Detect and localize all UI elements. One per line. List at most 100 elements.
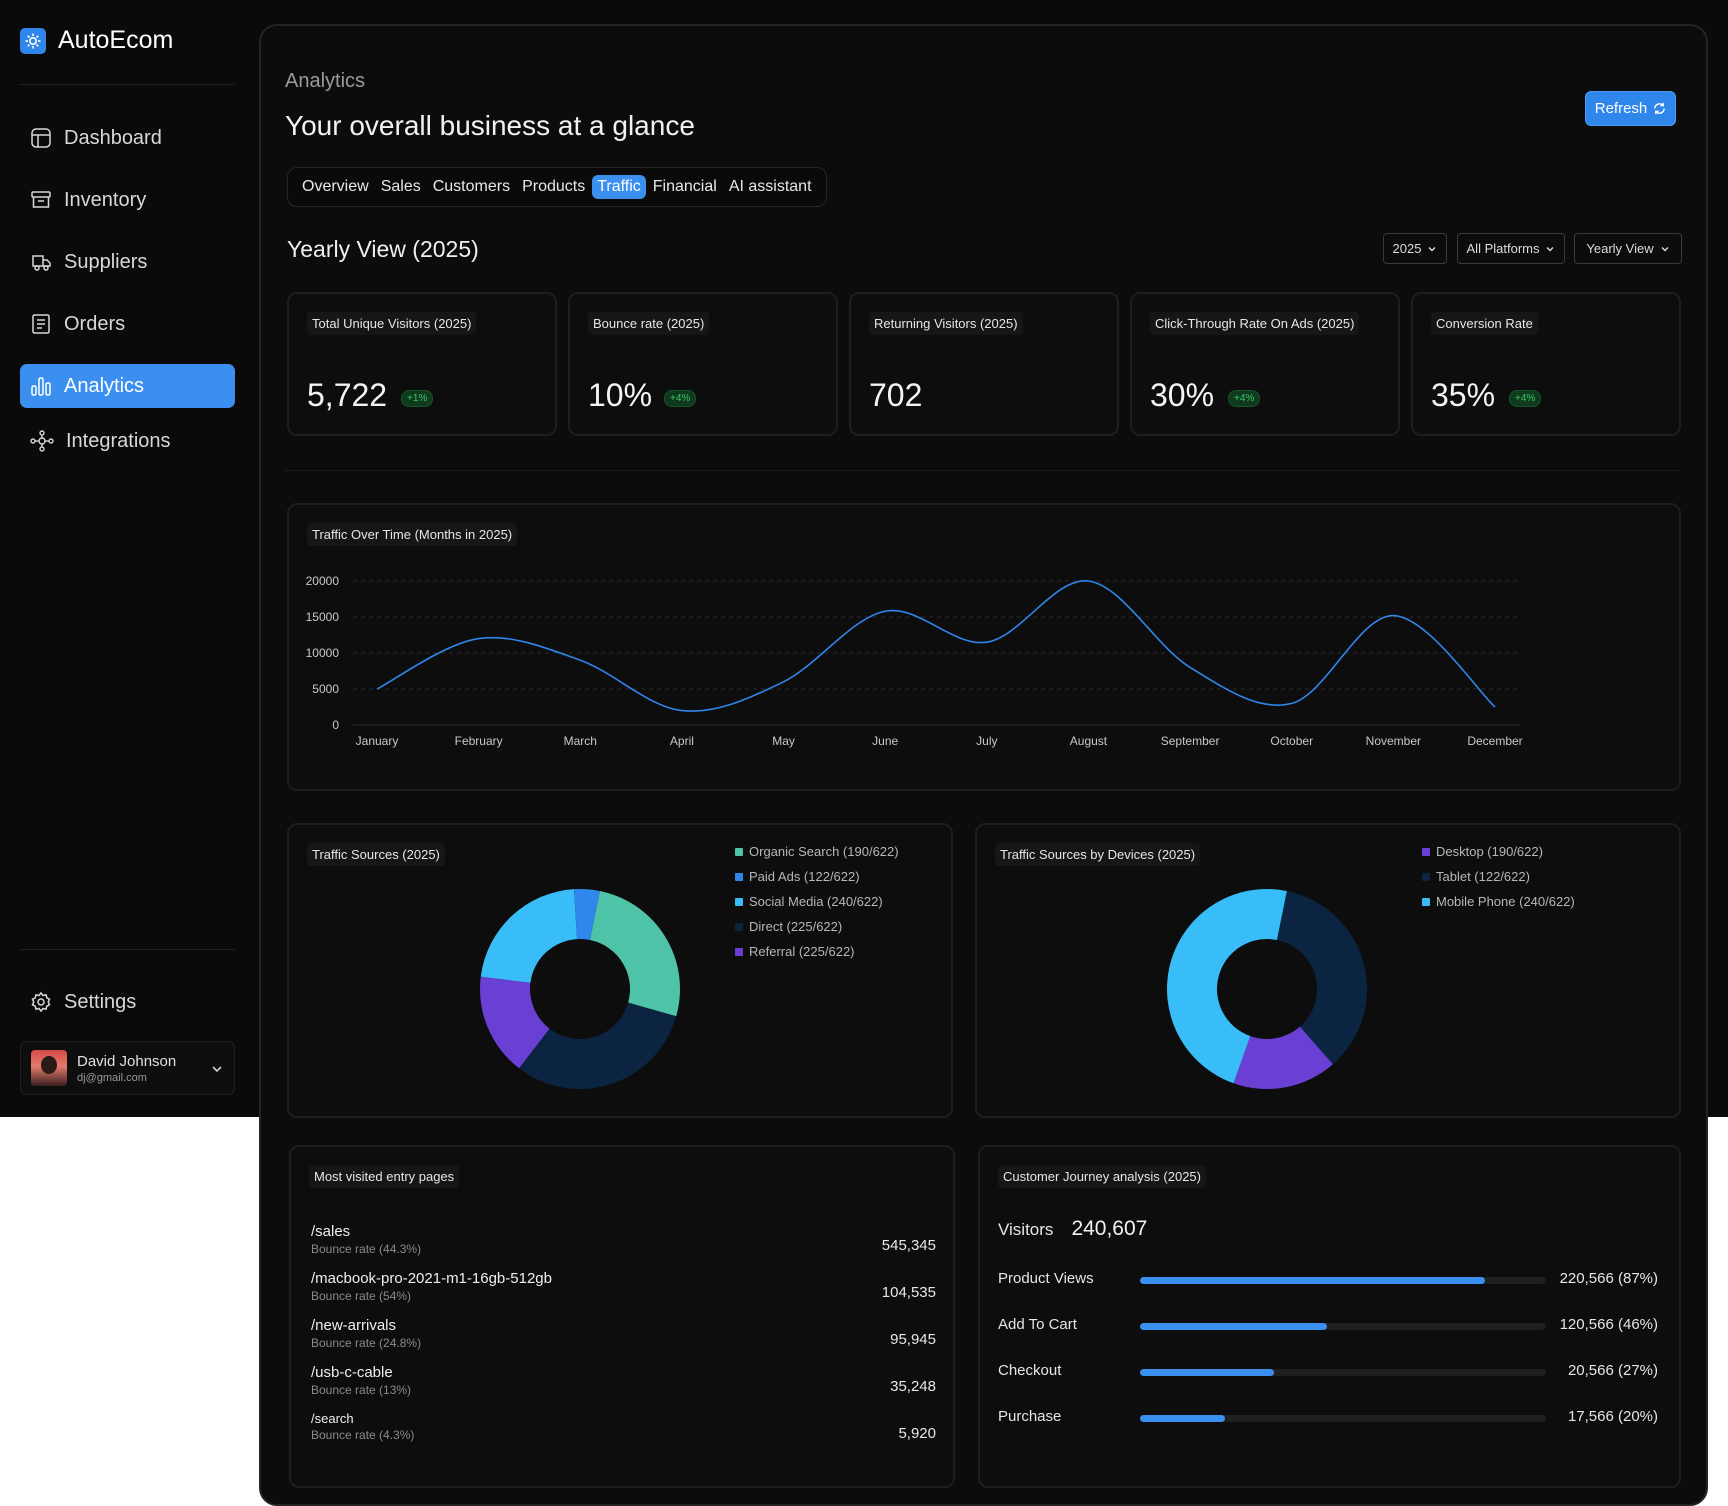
sidebar-item-label: Analytics bbox=[64, 374, 145, 397]
list-item[interactable]: /new-arrivals Bounce rate (24.8%) 95,945 bbox=[311, 1317, 936, 1350]
bar-chart-icon bbox=[31, 377, 51, 396]
pie-slice[interactable] bbox=[1276, 890, 1367, 1065]
traffic-line-chart: 0 5000 10000 15000 20000 January February March… bbox=[306, 574, 1523, 748]
journey-step-label: Checkout bbox=[998, 1362, 1062, 1379]
tab-financial[interactable]: Financial bbox=[652, 178, 717, 195]
year-select-value: 2025 bbox=[1392, 241, 1422, 256]
devices-donut bbox=[1167, 889, 1367, 1089]
kpi-value: 30% bbox=[1150, 377, 1215, 413]
journey-progress-track bbox=[1140, 1369, 1546, 1376]
sidebar-item-analytics[interactable]: Analytics bbox=[20, 364, 235, 408]
chart-title: Traffic Sources (2025) bbox=[307, 843, 445, 866]
kpi-card-unique-visitors: Total Unique Visitors (2025) 5,722 +1% bbox=[287, 292, 557, 436]
list-item[interactable]: /search Bounce rate (4.3%) 5,920 bbox=[311, 1411, 936, 1442]
sidebar-item-label: Integrations bbox=[66, 429, 171, 452]
section-title: Yearly View (2025) bbox=[287, 236, 479, 262]
pie-slice[interactable] bbox=[574, 889, 600, 940]
sidebar-item-label: Settings bbox=[64, 990, 137, 1013]
series-line bbox=[376, 580, 1496, 712]
journey-progress-track bbox=[1140, 1277, 1546, 1284]
sidebar-item-label: Suppliers bbox=[64, 250, 148, 273]
refresh-button[interactable]: Refresh bbox=[1585, 91, 1676, 126]
chevron-down-icon[interactable] bbox=[210, 1062, 224, 1076]
dashboard-icon bbox=[31, 128, 51, 148]
legend-swatch bbox=[1422, 872, 1430, 881]
pie-slice[interactable] bbox=[480, 889, 578, 983]
tab-ai-assistant[interactable]: AI assistant bbox=[728, 178, 812, 195]
pie-slice[interactable] bbox=[1233, 1026, 1333, 1089]
chart-title: Traffic Over Time (Months in 2025) bbox=[307, 523, 518, 546]
devices-legend: Desktop (190/622) Tablet (122/622) Mobile … bbox=[1422, 839, 1575, 914]
brand[interactable]: AutoEcom bbox=[20, 26, 173, 55]
tab-products[interactable]: Products bbox=[522, 178, 586, 195]
page-bounce: Bounce rate (24.8%) bbox=[311, 1336, 422, 1350]
avatar bbox=[31, 1050, 67, 1086]
page-count: 104,535 bbox=[881, 1284, 936, 1301]
legend-swatch bbox=[735, 947, 743, 956]
journey-step-checkout: Checkout 20,566 (27%) bbox=[998, 1360, 1658, 1384]
sidebar-item-label: Dashboard bbox=[64, 126, 162, 149]
page-count: 5,920 bbox=[898, 1425, 936, 1442]
sidebar-item-label: Inventory bbox=[64, 188, 147, 211]
journey-step-add-to-cart: Add To Cart 120,566 (46%) bbox=[998, 1314, 1658, 1338]
chevron-down-icon bbox=[1661, 246, 1669, 251]
list-item[interactable]: /macbook-pro-2021-m1-16gb-512gb Bounce r… bbox=[311, 1270, 936, 1303]
x-tick-label: January bbox=[356, 734, 399, 748]
sidebar-item-suppliers[interactable]: Suppliers bbox=[20, 240, 235, 284]
pie-slice[interactable] bbox=[589, 890, 680, 1017]
user-email: dj@gmail.com bbox=[77, 1071, 147, 1084]
traffic-over-time-card: Traffic Over Time (Months in 2025) 0 5000… bbox=[287, 503, 1681, 791]
legend-label: Direct (225/622) bbox=[749, 919, 843, 934]
journey-step-value: 17,566 (20%) bbox=[1567, 1408, 1658, 1425]
sidebar-item-integrations[interactable]: Integrations bbox=[20, 419, 235, 463]
pie-slice[interactable] bbox=[480, 976, 550, 1069]
kpi-value: 35% bbox=[1431, 377, 1496, 413]
kpi-badge: +4% bbox=[1509, 390, 1542, 407]
legend-swatch bbox=[1422, 897, 1430, 906]
page-count: 95,945 bbox=[890, 1331, 936, 1348]
legend-entry: Referral (225/622) bbox=[735, 939, 899, 964]
list-item[interactable]: /usb-c-cable Bounce rate (13%) 35,248 bbox=[311, 1364, 936, 1397]
journey-step-label: Product Views bbox=[998, 1270, 1094, 1287]
sidebar-item-orders[interactable]: Orders bbox=[20, 302, 235, 346]
receipt-icon bbox=[32, 314, 50, 334]
platform-select[interactable]: All Platforms bbox=[1457, 233, 1565, 264]
legend-entry: Social Media (240/622) bbox=[735, 889, 899, 914]
legend-entry: Direct (225/622) bbox=[735, 914, 899, 939]
pie-slice[interactable] bbox=[519, 1002, 677, 1089]
x-tick-label: May bbox=[772, 734, 795, 748]
tab-traffic[interactable]: Traffic bbox=[592, 175, 646, 199]
list-item[interactable]: /sales Bounce rate (44.3%) 545,345 bbox=[311, 1223, 936, 1256]
page-path: /usb-c-cable bbox=[311, 1364, 393, 1381]
traffic-sources-donut bbox=[480, 889, 680, 1089]
user-card[interactable]: David Johnson dj@gmail.com bbox=[20, 1041, 235, 1095]
legend-swatch bbox=[735, 847, 743, 856]
platform-select-value: All Platforms bbox=[1466, 241, 1540, 256]
year-select[interactable]: 2025 bbox=[1383, 233, 1447, 264]
journey-progress-fill bbox=[1140, 1323, 1327, 1330]
refresh-icon bbox=[1654, 102, 1666, 115]
sidebar-item-settings[interactable]: Settings bbox=[20, 980, 235, 1024]
tab-customers[interactable]: Customers bbox=[432, 178, 511, 195]
page-path: /macbook-pro-2021-m1-16gb-512gb bbox=[311, 1270, 552, 1287]
journey-progress-track bbox=[1140, 1323, 1546, 1330]
view-select[interactable]: Yearly View bbox=[1574, 233, 1682, 264]
visitors-label: Visitors bbox=[998, 1220, 1054, 1239]
sidebar-item-inventory[interactable]: Inventory bbox=[20, 178, 235, 222]
legend-label: Social Media (240/622) bbox=[749, 894, 883, 909]
legend-swatch bbox=[735, 872, 743, 881]
sidebar-item-dashboard[interactable]: Dashboard bbox=[20, 116, 235, 160]
journey-progress-track bbox=[1140, 1415, 1546, 1422]
legend-label: Mobile Phone (240/622) bbox=[1436, 894, 1575, 909]
refresh-label: Refresh bbox=[1594, 100, 1648, 117]
y-tick-label: 10000 bbox=[306, 646, 340, 660]
pie-slice[interactable] bbox=[1167, 889, 1287, 1084]
traffic-sources-card: Traffic Sources (2025) Organic Search (1… bbox=[287, 823, 953, 1118]
x-tick-label: August bbox=[1070, 734, 1108, 748]
tab-overview[interactable]: Overview bbox=[302, 178, 369, 195]
entry-pages-card: Most visited entry pages /sales Bounce r… bbox=[289, 1145, 955, 1488]
tab-sales[interactable]: Sales bbox=[380, 178, 421, 195]
visitors-value: 240,607 bbox=[1071, 1217, 1148, 1240]
view-select-value: Yearly View bbox=[1586, 241, 1654, 256]
page-bounce: Bounce rate (13%) bbox=[311, 1383, 412, 1397]
